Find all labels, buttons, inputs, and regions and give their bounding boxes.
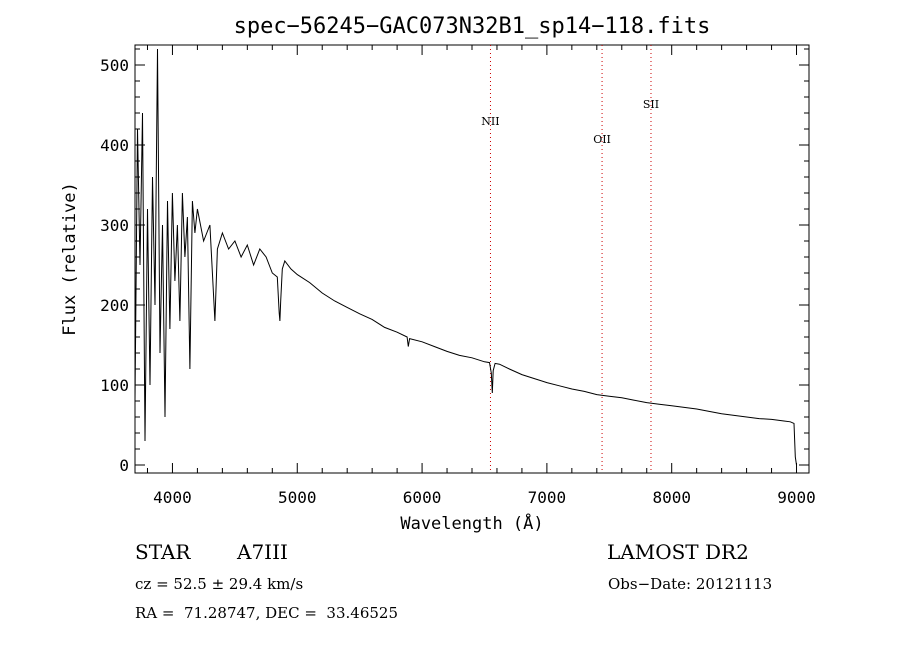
object-type: STAR [135,540,191,564]
emission-line-label: NII [481,115,499,128]
x-tick-label: 7000 [528,488,567,507]
y-tick-label: 400 [100,136,129,155]
x-tick-label: 5000 [278,488,317,507]
y-tick-label: 0 [119,456,129,475]
x-tick-label: 9000 [777,488,816,507]
object-subclass: A7III [237,540,288,564]
emission-line-markers: NII OII SII [481,45,659,473]
spectrum-line [134,48,797,466]
x-tick-label: 4000 [153,488,192,507]
x-axis-label: Wavelength (Å) [400,512,543,534]
x-tick-label: 6000 [403,488,442,507]
emission-line-label: OII [593,133,611,146]
plot-frame [134,44,810,474]
y-tick-label: 500 [100,56,129,75]
chart-title: spec−56245−GAC073N32B1_sp14−118.fits [234,14,711,39]
y-axis: 0 100 200 300 400 500 [100,48,809,475]
x-tick-label: 8000 [652,488,691,507]
redshift-cz: cz = 52.5 ± 29.4 km/s [135,575,304,593]
observation-date: Obs−Date: 20121113 [608,575,773,593]
emission-line-label: SII [643,98,659,111]
x-axis: 4000 5000 6000 7000 8000 9000 [146,45,816,507]
y-tick-label: 300 [100,216,129,235]
y-axis-label: Flux (relative) [60,182,80,336]
y-tick-label: 100 [100,376,129,395]
coordinates: RA = 71.28747, DEC = 33.46525 [135,604,399,622]
y-tick-label: 200 [100,296,129,315]
survey-name: LAMOST DR2 [607,540,749,564]
